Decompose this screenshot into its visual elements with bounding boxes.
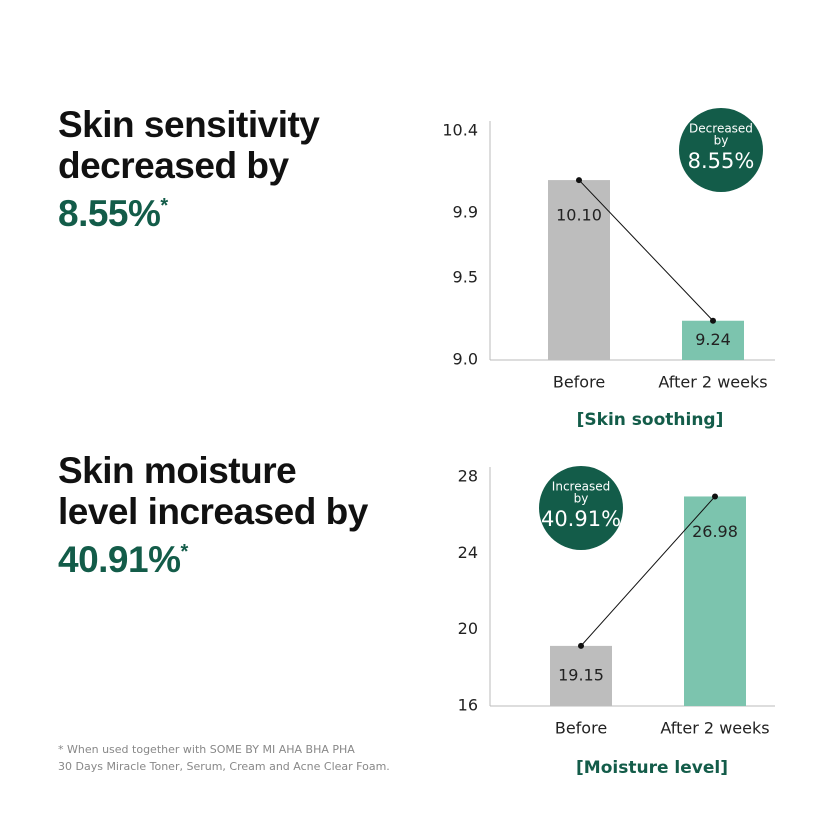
badge-value: 8.55% (688, 149, 755, 173)
headline-line: Skin sensitivity (58, 104, 320, 145)
value-label: 9.24 (695, 330, 731, 349)
connector-line (580, 496, 716, 647)
value-label: 19.15 (558, 665, 604, 684)
badge-text: Increased (552, 480, 610, 494)
y-tick-label: 9.5 (453, 268, 478, 287)
chart-subtitle: [Moisture level] (576, 758, 728, 778)
headline: Skin sensitivity decreased by 8.55%* (58, 104, 320, 234)
x-tick-label: After 2 weeks (658, 373, 767, 392)
y-tick-label: 9.0 (453, 350, 478, 369)
bar (550, 645, 612, 706)
headline-line: decreased by (58, 145, 289, 186)
bar (682, 320, 744, 360)
point (712, 493, 718, 500)
x-tick-label: Before (555, 719, 607, 738)
headline-mark: * (160, 195, 168, 217)
point (710, 317, 716, 324)
footnote-line: 30 Days Miracle Toner, Serum, Cream and … (58, 760, 390, 773)
value-label: 10.10 (556, 206, 602, 225)
value-label: 26.98 (692, 522, 738, 541)
badge-text: by (714, 134, 729, 148)
y-tick-label: 28 (458, 467, 478, 486)
headline: Skin moisture level increased by 40.91%* (58, 450, 368, 580)
headline-line: level increased by (58, 491, 368, 532)
badge (679, 108, 763, 192)
headline-mark: * (180, 541, 189, 563)
x-tick-label: After 2 weeks (660, 719, 769, 738)
footnote-line: * When used together with SOME BY MI AHA… (58, 743, 355, 756)
footnote: * When used together with SOME BY MI AHA… (58, 741, 390, 775)
chart-subtitle: [Skin soothing] (577, 410, 724, 430)
badge-text: Decreased (689, 122, 753, 136)
connector-line (578, 179, 714, 322)
headline-line: Skin moisture (58, 450, 297, 491)
badge-text: by (574, 492, 589, 506)
y-tick-label: 24 (458, 543, 478, 562)
headline-highlight: 40.91% (58, 539, 181, 580)
y-tick-label: 9.9 (453, 202, 478, 221)
point (578, 642, 584, 649)
badge (539, 466, 623, 550)
headline-highlight: 8.55% (58, 193, 161, 234)
y-tick-label: 10.4 (442, 121, 478, 140)
x-tick-label: Before (553, 373, 605, 392)
bar (548, 180, 610, 360)
y-tick-label: 20 (458, 619, 478, 638)
point (576, 177, 582, 184)
bar (684, 496, 746, 706)
y-tick-label: 16 (458, 696, 478, 715)
badge-value: 40.91% (541, 507, 621, 531)
